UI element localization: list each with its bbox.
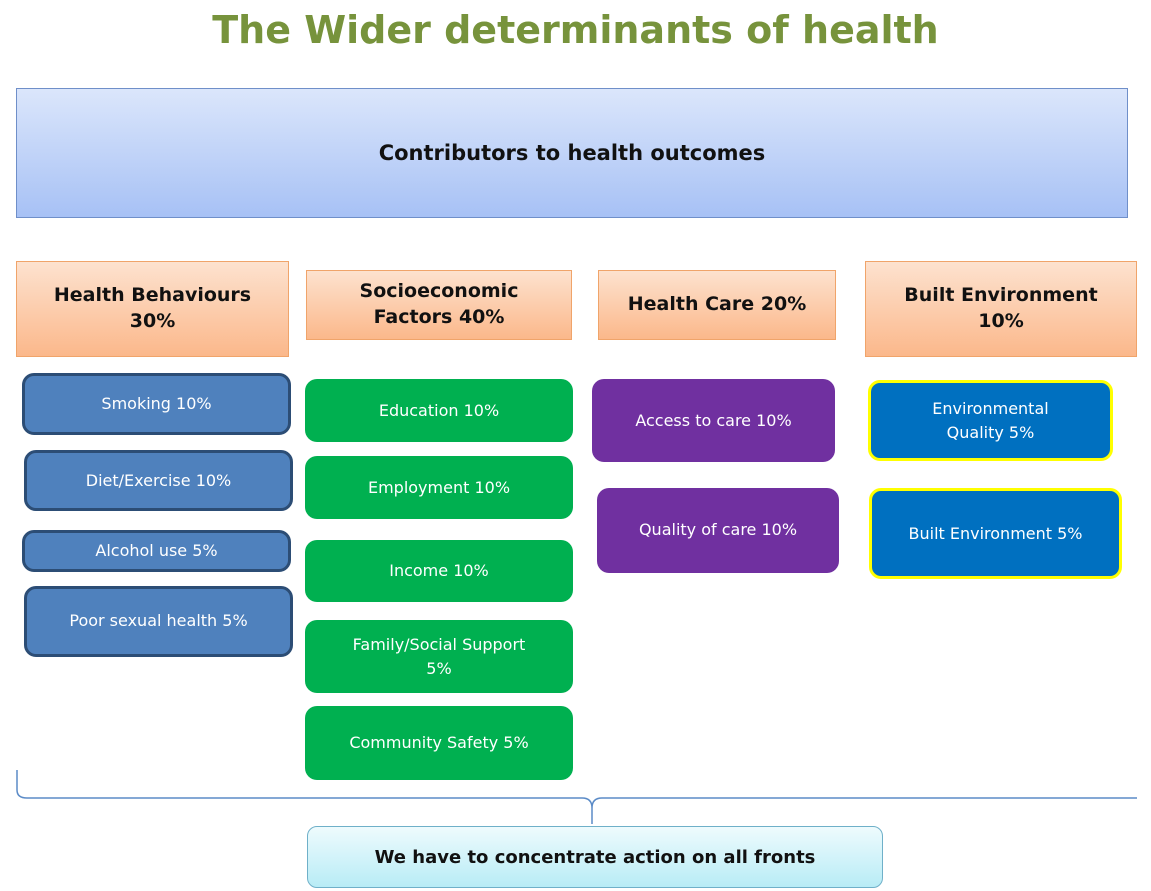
- item: Quality of care 10%: [597, 488, 839, 573]
- column-header: Built Environment 10%: [865, 261, 1137, 357]
- item: Income 10%: [305, 540, 573, 602]
- item: Community Safety 5%: [305, 706, 573, 780]
- item: Family/Social Support 5%: [305, 620, 573, 693]
- item: Poor sexual health 5%: [24, 586, 293, 657]
- item: Diet/Exercise 10%: [24, 450, 293, 511]
- column-header: Socioeconomic Factors 40%: [306, 270, 572, 340]
- banner: Contributors to health outcomes: [16, 88, 1128, 218]
- column-header: Health Behaviours 30%: [16, 261, 289, 357]
- title: The Wider determinants of health: [212, 8, 939, 52]
- footer: We have to concentrate action on all fro…: [307, 826, 883, 888]
- item: Employment 10%: [305, 456, 573, 519]
- brace-line: [16, 770, 1137, 824]
- item: Access to care 10%: [592, 379, 835, 462]
- item: Alcohol use 5%: [22, 530, 291, 572]
- item: Smoking 10%: [22, 373, 291, 435]
- column-header: Health Care 20%: [598, 270, 836, 340]
- item: Environmental Quality 5%: [868, 380, 1113, 461]
- item: Built Environment 5%: [869, 488, 1122, 579]
- item: Education 10%: [305, 379, 573, 442]
